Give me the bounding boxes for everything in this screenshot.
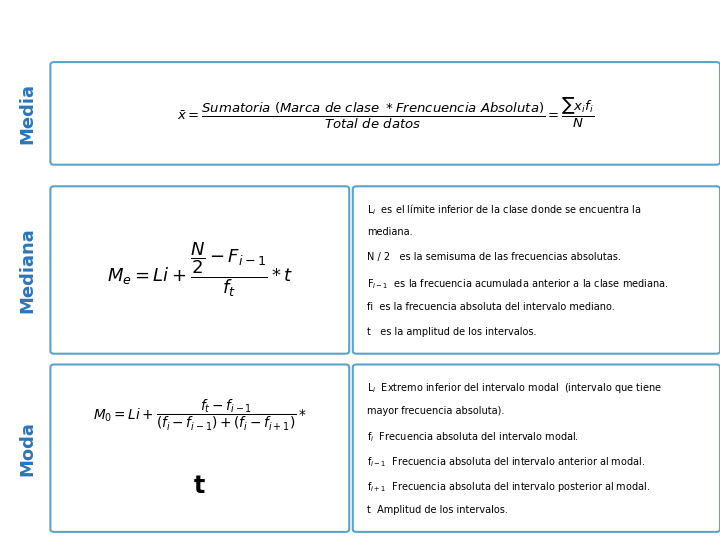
Text: mayor frecuencia absoluta).: mayor frecuencia absoluta). (367, 406, 505, 416)
Text: f$_{i-1}$  Frecuencia absoluta del intervalo anterior al modal.: f$_{i-1}$ Frecuencia absoluta del interv… (367, 455, 645, 469)
Text: mediana.: mediana. (367, 227, 413, 238)
Text: Mediana: Mediana (19, 227, 36, 313)
FancyBboxPatch shape (353, 186, 720, 354)
FancyBboxPatch shape (353, 364, 720, 532)
Text: F$_{i-1}$  es la frecuencia acumulada anterior a la clase mediana.: F$_{i-1}$ es la frecuencia acumulada ant… (367, 277, 669, 291)
Text: t   es la amplitud de los intervalos.: t es la amplitud de los intervalos. (367, 327, 536, 337)
Text: N / 2   es la semisuma de las frecuencias absolutas.: N / 2 es la semisuma de las frecuencias … (367, 252, 621, 262)
Text: f$_{i+1}$  Frecuencia absoluta del intervalo posterior al modal.: f$_{i+1}$ Frecuencia absoluta del interv… (367, 481, 650, 495)
Text: L$_i$  Extremo inferior del intervalo modal  (intervalo que tiene: L$_i$ Extremo inferior del intervalo mod… (367, 381, 662, 395)
Text: t  Amplitud de los intervalos.: t Amplitud de los intervalos. (367, 505, 508, 515)
Text: $\bar{x} = \dfrac{\mathit{Sumatoria\ (Marca\ de\ clase\ *Frencuencia\ Absoluta)}: $\bar{x} = \dfrac{\mathit{Sumatoria\ (Ma… (176, 96, 594, 131)
FancyBboxPatch shape (50, 364, 349, 532)
Text: L$_i$  es el límite inferior de la clase donde se encuentra la: L$_i$ es el límite inferior de la clase … (367, 202, 642, 217)
FancyBboxPatch shape (50, 62, 720, 165)
Text: $\mathbf{t}$: $\mathbf{t}$ (194, 474, 206, 498)
Text: fi  es la frecuencia absoluta del intervalo mediano.: fi es la frecuencia absoluta del interva… (367, 302, 615, 312)
Text: f$_i$  Frecuencia absoluta del intervalo modal.: f$_i$ Frecuencia absoluta del intervalo … (367, 430, 579, 444)
Text: Moda: Moda (19, 421, 36, 476)
Text: $M_0 = Li + \dfrac{f_t - f_{i-1}}{(f_i - f_{i-1})+(f_i - f_{i+1})} *$: $M_0 = Li + \dfrac{f_t - f_{i-1}}{(f_i -… (93, 399, 307, 433)
FancyBboxPatch shape (50, 186, 349, 354)
Text: $M_e = Li + \dfrac{\dfrac{N}{2} - F_{i-1}}{f_t} * t$: $M_e = Li + \dfrac{\dfrac{N}{2} - F_{i-1… (107, 241, 293, 299)
Text: Media: Media (19, 83, 36, 144)
